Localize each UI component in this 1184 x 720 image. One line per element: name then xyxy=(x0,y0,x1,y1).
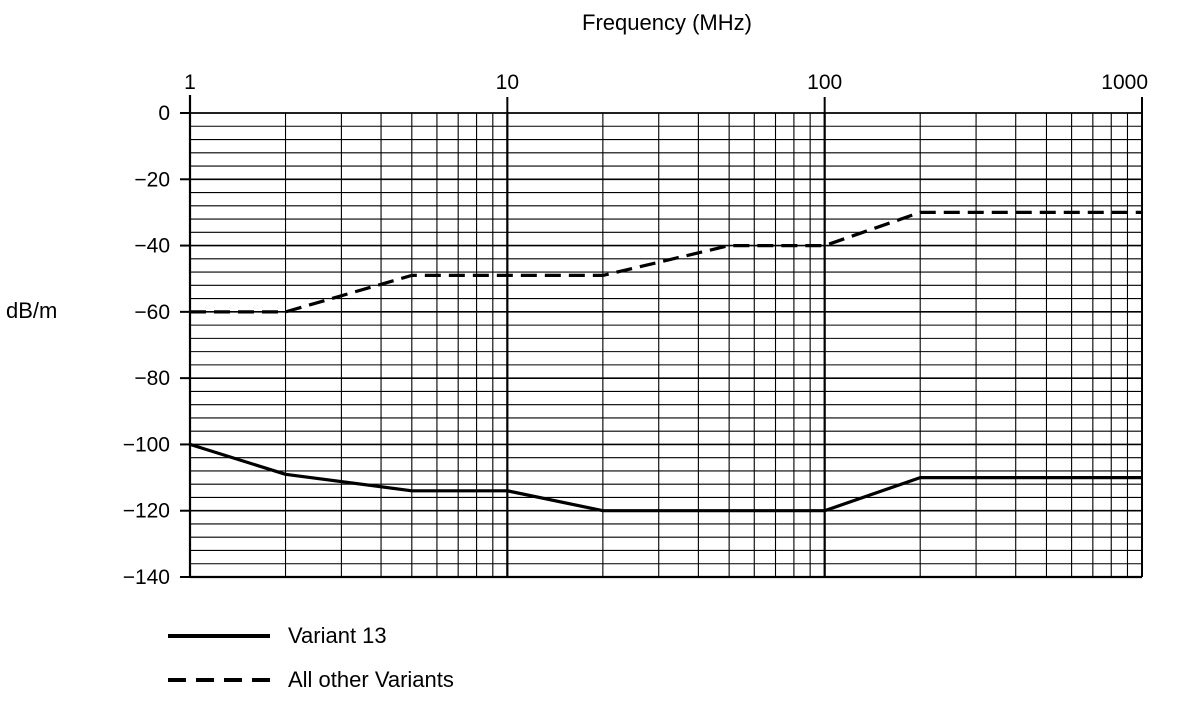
y-tick-label: −40 xyxy=(134,235,170,258)
legend-swatch-dashed xyxy=(168,669,270,691)
series-line-1 xyxy=(189,442,1142,513)
y-tick-label: −20 xyxy=(134,168,170,191)
y-tick-label: 0 xyxy=(158,102,170,125)
legend-label: All other Variants xyxy=(288,667,454,692)
axes xyxy=(180,95,1143,579)
legend-swatch-solid xyxy=(168,625,270,647)
series-line-2 xyxy=(190,210,1142,314)
tick-labels: 0 −20 −40 −60 −80 −100 −120 −140 1 10 100 1000 xyxy=(123,71,1148,589)
y-axis-label: dB/m xyxy=(6,298,58,323)
y-tick-label: −80 xyxy=(134,367,170,390)
y-tick-label: −140 xyxy=(123,566,170,589)
x-tick-label: 1 xyxy=(184,71,196,94)
legend-item: Variant 13 xyxy=(168,614,454,658)
x-tick-label: 100 xyxy=(807,71,842,94)
grid xyxy=(189,112,1143,578)
y-tick-label: −100 xyxy=(123,433,170,456)
legend-item: All other Variants xyxy=(168,658,454,702)
x-axis-label: Frequency (MHz) xyxy=(582,10,752,35)
y-tick-label: −120 xyxy=(123,500,170,523)
legend-label: Variant 13 xyxy=(288,623,387,648)
x-tick-label: 10 xyxy=(496,71,519,94)
y-tick-label: −60 xyxy=(134,301,170,324)
x-tick-label: 1000 xyxy=(1101,71,1148,94)
legend: Variant 13 All other Variants xyxy=(168,614,454,702)
series-lines xyxy=(189,210,1142,513)
